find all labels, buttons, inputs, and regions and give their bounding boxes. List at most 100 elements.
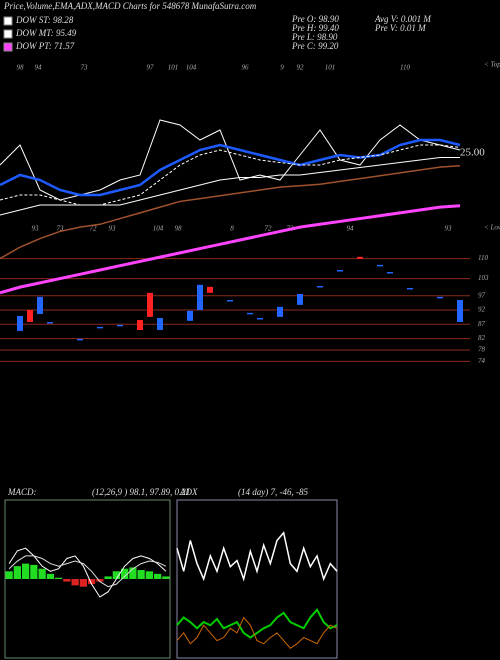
series-line [8, 547, 167, 598]
candle-body [377, 264, 383, 267]
histogram-bar [13, 566, 21, 579]
histogram-bar [22, 563, 30, 579]
histogram-bar [88, 579, 96, 585]
low-label: 93 [32, 225, 40, 233]
candle-body [407, 288, 413, 290]
candle-body [197, 284, 203, 310]
histogram-bar [162, 576, 170, 579]
legend-label: DOW PT: 71.57 [15, 41, 75, 51]
candle-body [207, 286, 213, 293]
low-label: 98 [175, 225, 183, 233]
candle-body [147, 292, 153, 317]
legend-label: DOW MT: 95.49 [15, 28, 77, 38]
adx-subtitle: (14 day) 7, -46, -85 [238, 487, 308, 497]
series-line [0, 164, 461, 260]
legend-label: DOW ST: 98.28 [15, 15, 74, 25]
histogram-bar [38, 568, 46, 579]
candle-body [387, 272, 393, 274]
macd-title: MACD: [7, 487, 37, 497]
histogram-bar [63, 579, 71, 582]
candle-body [277, 306, 283, 317]
adx-panel [176, 499, 338, 659]
lows-label: < Lows [484, 224, 500, 232]
candle-body [97, 326, 103, 329]
histogram-bar [154, 573, 162, 579]
macd-subtitle: (12,26,9 ) 98.1, 97.89, 0.21 [92, 487, 190, 497]
candle-body [77, 338, 83, 341]
series-line [0, 119, 461, 201]
histogram-bar [104, 576, 112, 579]
low-label: 73 [57, 225, 65, 233]
info: Pre O: 98.90 [291, 14, 339, 24]
info: Pre V: 0.01 M [374, 23, 426, 33]
candle-body [17, 316, 23, 331]
candle-body [297, 294, 303, 305]
info: Pre C: 99.20 [291, 41, 339, 51]
histogram-bar [46, 573, 54, 579]
top-label: 97 [147, 64, 155, 72]
candle-body [257, 318, 263, 320]
series-line [8, 555, 167, 588]
legend-swatch [3, 42, 13, 52]
y-tick-label: 103 [478, 274, 489, 282]
top-label: 104 [186, 64, 197, 72]
series-line [0, 138, 461, 197]
series-line [176, 608, 338, 639]
candle-body [457, 300, 463, 322]
price-note: 25.00 [460, 147, 485, 159]
low-label: 72 [265, 225, 273, 233]
low-label: 8 [230, 225, 234, 233]
candle-body [117, 324, 123, 327]
y-tick-label: 87 [478, 320, 486, 328]
top-label: 110 [400, 64, 410, 72]
histogram-bar [137, 570, 145, 579]
y-tick-label: 97 [478, 291, 486, 299]
candle-body [27, 310, 33, 322]
series-line [176, 531, 338, 582]
header-title: Price,Volume,EMA,ADX,MACD Charts for 548… [3, 1, 257, 11]
candle-body [437, 296, 443, 299]
top-label: 73 [81, 64, 89, 72]
low-label: 104 [153, 225, 164, 233]
histogram-bar [5, 571, 13, 579]
info: Pre L: 98.90 [291, 32, 338, 42]
info: Avg V: 0.001 M [374, 14, 431, 24]
candle-body [137, 320, 143, 330]
candle-body [337, 270, 343, 272]
histogram-bar [30, 564, 38, 579]
y-tick-label: 92 [478, 306, 486, 314]
histogram-bar [121, 568, 129, 579]
legend-swatch [3, 16, 13, 26]
low-label: 94 [347, 225, 355, 233]
candle-body [227, 300, 233, 302]
candle-body [47, 322, 53, 324]
macd-panel [4, 499, 171, 659]
y-tick-label: 82 [478, 334, 486, 342]
candle-body [157, 318, 163, 330]
tops-label: < Tops [484, 61, 500, 69]
series-line [176, 616, 338, 649]
info: Pre H: 99.40 [291, 23, 339, 33]
adx-title: ADX [179, 487, 198, 497]
top-label: 101 [168, 64, 179, 72]
top-label: 9 [280, 64, 284, 72]
histogram-bar [96, 579, 104, 582]
candle-body [37, 296, 43, 314]
histogram-bar [55, 577, 63, 579]
candle-body [247, 312, 253, 315]
legend-swatch [3, 29, 13, 39]
low-label: 72 [90, 225, 98, 233]
top-label: 96 [242, 64, 250, 72]
series-line [0, 204, 461, 295]
histogram-bar [145, 571, 153, 579]
histogram-bar [129, 567, 137, 579]
y-tick-label: 78 [478, 346, 486, 354]
y-tick-label: 110 [478, 254, 488, 262]
top-label: 98 [17, 64, 25, 72]
y-tick-label: 74 [478, 357, 486, 365]
candle-body [317, 286, 323, 288]
low-label: 93 [445, 225, 453, 233]
top-label: 101 [325, 64, 336, 72]
candle-body [187, 310, 193, 321]
